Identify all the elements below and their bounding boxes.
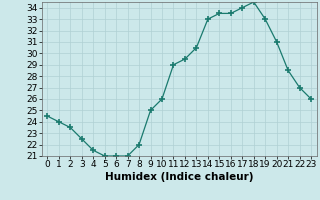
X-axis label: Humidex (Indice chaleur): Humidex (Indice chaleur) [105,172,253,182]
